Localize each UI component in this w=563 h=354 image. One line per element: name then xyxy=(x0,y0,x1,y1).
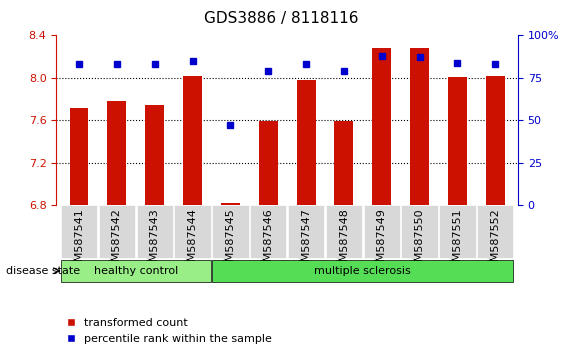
FancyBboxPatch shape xyxy=(477,205,513,258)
Bar xyxy=(221,203,240,205)
Text: GSM587549: GSM587549 xyxy=(377,208,387,276)
Text: GSM587543: GSM587543 xyxy=(150,208,160,276)
Bar xyxy=(70,108,88,205)
Bar xyxy=(297,80,315,205)
Text: GSM587544: GSM587544 xyxy=(187,208,198,276)
Text: GSM587552: GSM587552 xyxy=(490,208,501,276)
Text: GSM587548: GSM587548 xyxy=(339,208,349,276)
Bar xyxy=(448,77,467,205)
Bar xyxy=(108,101,126,205)
FancyBboxPatch shape xyxy=(288,205,324,258)
FancyBboxPatch shape xyxy=(136,205,173,258)
Bar xyxy=(183,76,202,205)
FancyBboxPatch shape xyxy=(250,205,287,258)
FancyBboxPatch shape xyxy=(326,205,362,258)
Text: GSM587545: GSM587545 xyxy=(225,208,235,276)
Bar xyxy=(145,105,164,205)
Text: GSM587546: GSM587546 xyxy=(263,208,273,276)
Bar xyxy=(410,48,429,205)
FancyBboxPatch shape xyxy=(61,205,97,258)
Text: GDS3886 / 8118116: GDS3886 / 8118116 xyxy=(204,11,359,25)
FancyBboxPatch shape xyxy=(61,260,211,282)
Bar xyxy=(486,76,504,205)
Text: GSM587542: GSM587542 xyxy=(112,208,122,276)
Text: disease state: disease state xyxy=(6,266,80,276)
FancyBboxPatch shape xyxy=(175,205,211,258)
FancyBboxPatch shape xyxy=(99,205,135,258)
FancyBboxPatch shape xyxy=(212,260,513,282)
Bar xyxy=(334,121,354,205)
Text: healthy control: healthy control xyxy=(93,266,178,276)
FancyBboxPatch shape xyxy=(439,205,476,258)
Text: GSM587550: GSM587550 xyxy=(414,208,425,275)
FancyBboxPatch shape xyxy=(212,205,248,258)
Bar xyxy=(259,121,278,205)
Text: multiple sclerosis: multiple sclerosis xyxy=(315,266,411,276)
Text: GSM587541: GSM587541 xyxy=(74,208,84,276)
Bar xyxy=(372,48,391,205)
FancyBboxPatch shape xyxy=(364,205,400,258)
Legend: transformed count, percentile rank within the sample: transformed count, percentile rank withi… xyxy=(62,314,276,348)
FancyBboxPatch shape xyxy=(401,205,438,258)
Text: GSM587547: GSM587547 xyxy=(301,208,311,276)
Text: GSM587551: GSM587551 xyxy=(453,208,462,275)
